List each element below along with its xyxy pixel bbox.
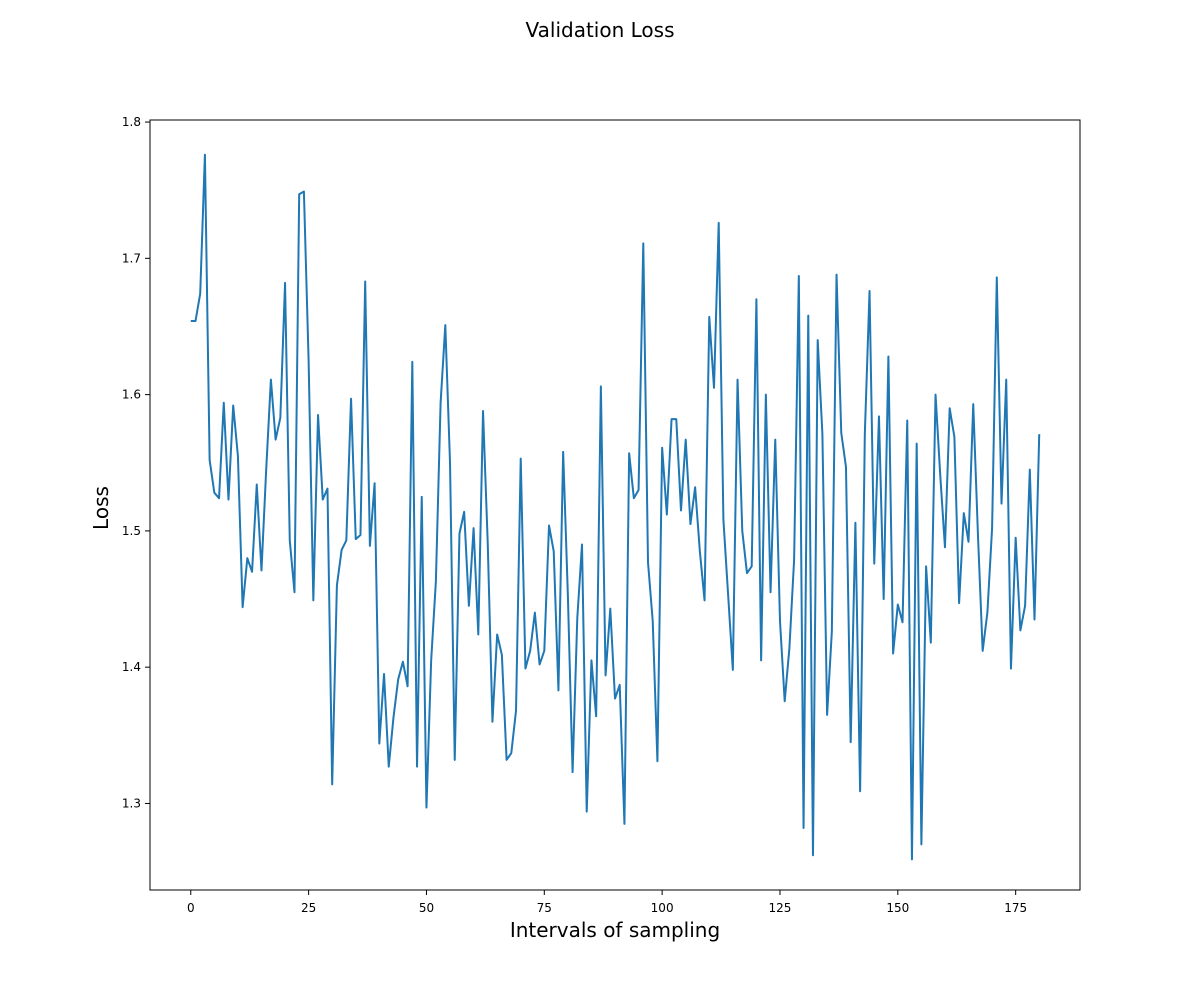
x-tick-label: 75 [537, 901, 552, 915]
x-tick-label: 25 [301, 901, 316, 915]
y-tick-label: 1.8 [122, 115, 141, 129]
y-tick-label: 1.5 [122, 524, 141, 538]
y-tick-label: 1.3 [122, 796, 141, 810]
x-axis-label: Intervals of sampling [510, 918, 720, 942]
x-tick-label: 175 [1004, 901, 1027, 915]
x-tick-label: 125 [769, 901, 792, 915]
y-tick-label: 1.6 [122, 388, 141, 402]
x-tick-label: 100 [651, 901, 674, 915]
series-line-loss [190, 153, 1041, 861]
x-tick-label: 50 [419, 901, 434, 915]
axes-frame [149, 119, 1081, 891]
x-tick-label: 150 [886, 901, 909, 915]
y-tick-label: 1.7 [122, 251, 141, 265]
chart-title: Validation Loss [526, 18, 675, 42]
x-tick-label: 0 [187, 901, 195, 915]
y-axis-ticks: 1.3 1.4 1.5 1.6 1.7 1.8 [122, 115, 150, 810]
y-axis-label: Loss [89, 486, 113, 530]
y-tick-label: 1.4 [122, 660, 141, 674]
x-axis-ticks: 0 25 50 75 100 125 150 175 [187, 890, 1027, 915]
plot-area: 0 25 50 75 100 125 150 175 1.3 1.4 1.5 1.6 1.7 1.8 [122, 115, 1081, 915]
